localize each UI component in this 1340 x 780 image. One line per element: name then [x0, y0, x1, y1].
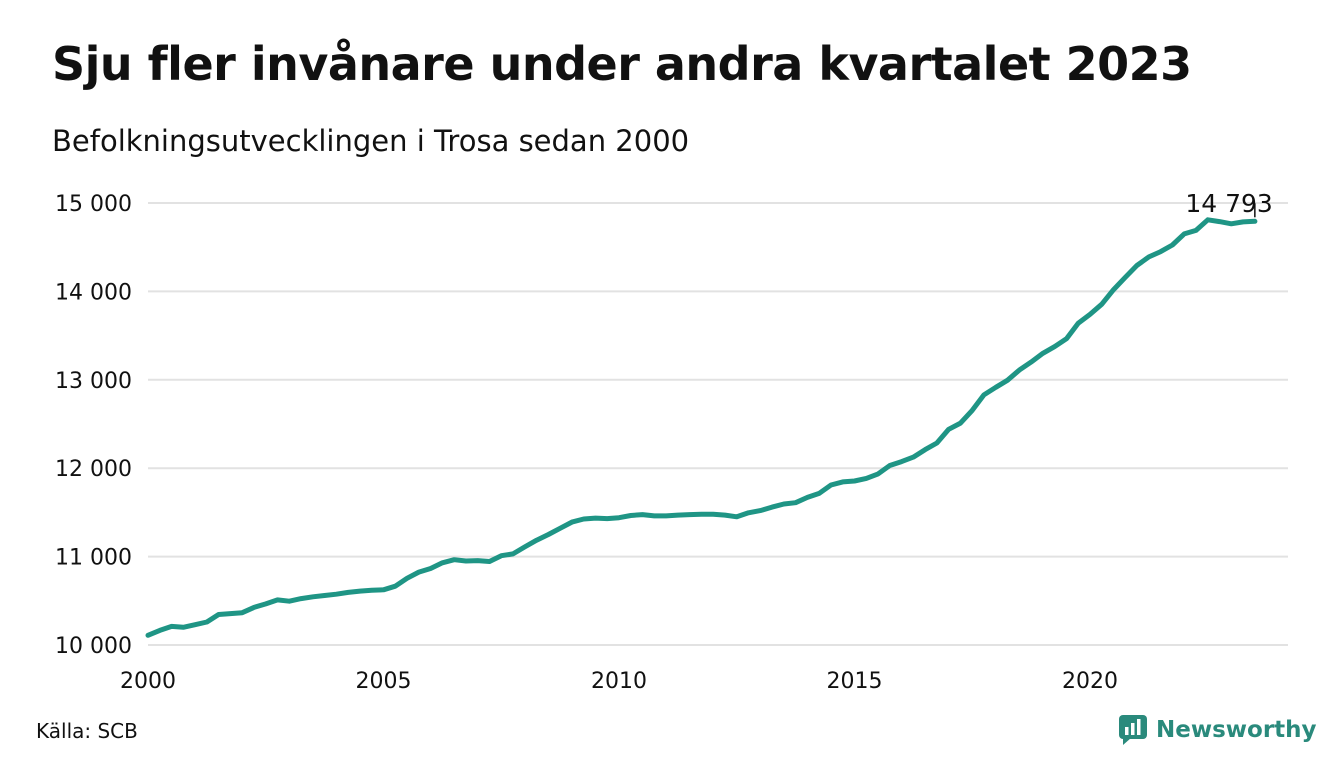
brand-logo[interactable]: Newsworthy	[1118, 712, 1317, 748]
source-label: Källa: SCB	[36, 719, 138, 743]
x-tick-label: 2005	[356, 669, 412, 694]
y-tick-label: 12 000	[55, 457, 132, 482]
series-line	[145, 217, 1258, 638]
x-tick-label: 2000	[120, 669, 176, 694]
y-tick-label: 15 000	[55, 192, 132, 217]
chart-title: Sju fler invånare under andra kvartalet …	[52, 37, 1192, 91]
x-tick-label: 2020	[1062, 669, 1118, 694]
x-tick-label: 2010	[591, 669, 647, 694]
y-tick-label: 11 000	[55, 546, 132, 571]
grid-lines	[148, 202, 1288, 646]
end-value-label: 14 793	[1185, 189, 1272, 218]
y-tick-label: 10 000	[55, 634, 132, 659]
x-tick-label: 2015	[827, 669, 883, 694]
y-tick-label: 14 000	[55, 280, 132, 305]
y-axis-ticks: 10 000 11 000 12 000 13 000 14 000 15 000	[55, 192, 132, 659]
annotations: 14 793	[1185, 189, 1272, 218]
brand-name: Newsworthy	[1156, 717, 1317, 743]
newsworthy-logo-icon	[1119, 715, 1147, 745]
x-axis-ticks: 2000 2005 2010 2015 2020	[120, 669, 1118, 694]
data-series	[145, 217, 1258, 638]
y-tick-label: 13 000	[55, 369, 132, 394]
chart-subtitle: Befolkningsutvecklingen i Trosa sedan 20…	[52, 124, 690, 158]
